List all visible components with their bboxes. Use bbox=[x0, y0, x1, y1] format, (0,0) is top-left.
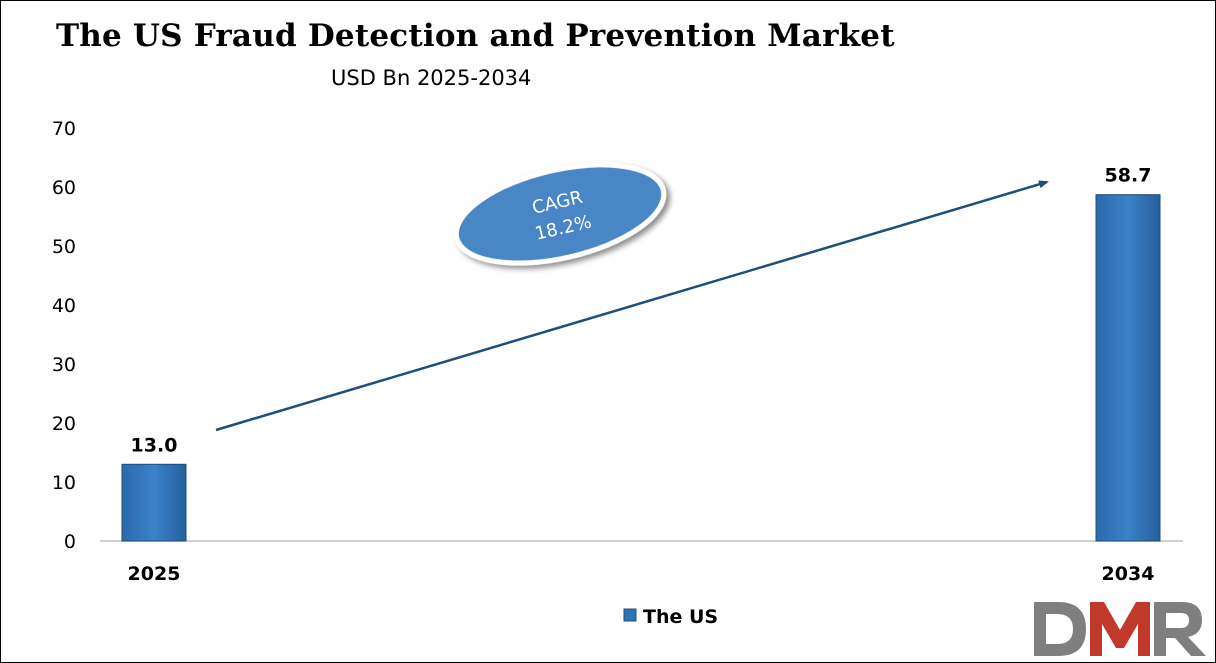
bar-2025 bbox=[121, 463, 187, 542]
data-labels: 13.0 58.7 bbox=[131, 165, 1152, 457]
bars-layer bbox=[121, 194, 1161, 542]
x-axis-labels: 2025 2034 bbox=[128, 563, 1155, 585]
x-tick-label: 2025 bbox=[128, 563, 181, 585]
y-tick-label: 40 bbox=[52, 295, 76, 317]
data-label: 13.0 bbox=[131, 434, 178, 456]
y-tick-label: 0 bbox=[64, 531, 76, 553]
y-tick-label: 30 bbox=[52, 354, 76, 376]
cagr-ellipse bbox=[453, 162, 667, 266]
legend-swatch bbox=[623, 608, 637, 622]
bar-2034 bbox=[1095, 194, 1161, 542]
y-tick-label: 50 bbox=[52, 236, 76, 258]
y-tick-label: 20 bbox=[52, 413, 76, 435]
y-axis: 0 10 20 30 40 50 60 70 bbox=[52, 118, 76, 553]
cagr-badge: CAGR 18.2% bbox=[453, 162, 667, 266]
y-tick-label: 10 bbox=[52, 472, 76, 494]
x-tick-label: 2034 bbox=[1102, 563, 1155, 585]
legend: The US bbox=[623, 606, 718, 628]
growth-arrow bbox=[215, 180, 1049, 432]
chart-title: The US Fraud Detection and Prevention Ma… bbox=[56, 18, 895, 54]
legend-label: The US bbox=[643, 606, 718, 628]
chart-subtitle: USD Bn 2025-2034 bbox=[331, 66, 532, 90]
y-tick-label: 60 bbox=[52, 177, 76, 199]
y-tick-label: 70 bbox=[52, 118, 76, 140]
data-label: 58.7 bbox=[1105, 165, 1152, 187]
dmr-logo bbox=[1034, 602, 1206, 656]
